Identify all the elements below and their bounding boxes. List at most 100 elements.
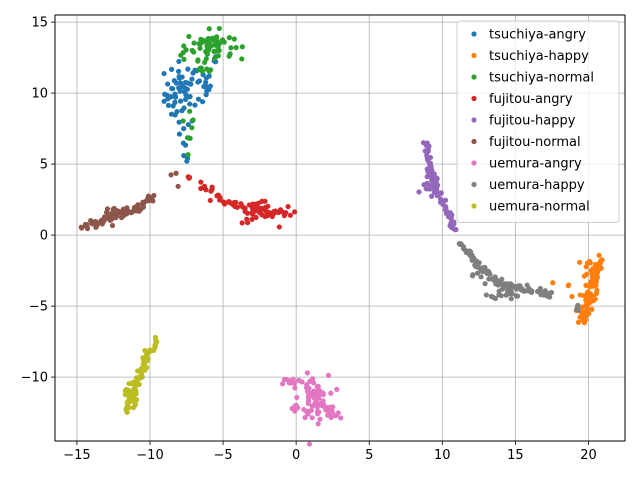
series-fujitou-angry: [185, 174, 298, 230]
data-point: [169, 85, 175, 92]
data-point: [186, 33, 192, 40]
data-point: [184, 94, 190, 101]
series-uemura-normal: [122, 334, 160, 416]
data-point: [239, 220, 245, 226]
data-point: [431, 171, 437, 177]
data-point: [196, 67, 202, 73]
data-point: [203, 92, 209, 98]
data-point: [204, 48, 211, 54]
data-point: [320, 398, 326, 404]
data-point: [589, 274, 596, 280]
data-point: [416, 189, 422, 195]
x-tick-label: 5: [365, 448, 373, 463]
data-point: [244, 216, 250, 222]
data-point: [174, 108, 180, 115]
series-fujitou-happy: [416, 140, 459, 233]
data-point: [130, 389, 137, 395]
data-point: [310, 376, 316, 382]
data-point: [143, 357, 149, 363]
data-point: [171, 78, 177, 84]
data-point: [509, 291, 515, 297]
data-point: [118, 214, 125, 221]
data-point: [206, 68, 212, 74]
data-point: [424, 174, 430, 180]
series-tsuchiya-happy: [550, 252, 605, 326]
data-point: [585, 299, 591, 306]
data-point: [143, 365, 150, 371]
data-point: [422, 148, 428, 154]
data-point: [187, 135, 193, 141]
data-point: [310, 380, 317, 386]
data-point: [584, 271, 590, 277]
data-point: [281, 376, 287, 383]
data-point: [288, 380, 294, 386]
data-point: [575, 319, 582, 325]
data-point: [177, 98, 184, 104]
data-point: [258, 205, 265, 212]
data-point: [448, 220, 454, 226]
data-point: [195, 58, 201, 64]
legend-label: fujitou-angry: [489, 92, 573, 107]
legend-marker: [471, 138, 477, 145]
legend-label: uemura-normal: [489, 200, 590, 215]
data-point: [447, 215, 454, 221]
data-point: [427, 186, 433, 192]
x-tick-label: 20: [580, 448, 597, 463]
data-point: [287, 212, 293, 218]
data-point: [185, 152, 191, 158]
data-point: [234, 204, 240, 210]
data-point: [483, 292, 489, 298]
data-point: [505, 291, 512, 297]
data-point: [292, 408, 298, 414]
data-point: [304, 370, 310, 376]
data-point: [181, 56, 187, 62]
data-point: [119, 210, 126, 216]
data-point: [145, 350, 152, 356]
series-tsuchiya-normal: [178, 25, 245, 158]
data-point: [285, 203, 291, 210]
data-point: [187, 108, 193, 114]
data-point: [524, 282, 530, 288]
data-point: [197, 45, 203, 51]
data-point: [328, 390, 334, 396]
data-point: [306, 441, 313, 447]
data-point: [192, 102, 198, 108]
data-point: [254, 205, 260, 212]
y-tick-label: 10: [31, 87, 48, 102]
data-point: [548, 289, 555, 296]
data-point: [207, 83, 213, 89]
data-point: [492, 295, 499, 302]
data-point: [592, 261, 598, 268]
y-tick-label: −10: [21, 371, 48, 386]
data-point: [203, 75, 209, 81]
data-point: [292, 403, 298, 409]
data-point: [296, 377, 302, 383]
data-points: [78, 25, 605, 447]
data-point: [126, 380, 132, 387]
data-point: [521, 288, 527, 294]
data-point: [301, 406, 307, 413]
data-point: [198, 179, 204, 185]
x-tick-label: −5: [213, 448, 232, 463]
data-point: [202, 59, 208, 66]
data-point: [206, 26, 212, 32]
data-point: [421, 182, 427, 188]
data-point: [228, 45, 234, 51]
y-tick-label: 5: [40, 158, 48, 173]
data-point: [594, 287, 600, 294]
legend-label: tsuchiya-happy: [489, 49, 589, 64]
data-point: [177, 80, 184, 86]
data-point: [182, 142, 189, 148]
data-point: [205, 36, 211, 42]
data-point: [505, 284, 511, 290]
data-point: [513, 293, 520, 299]
legend-marker: [471, 95, 477, 102]
data-point: [579, 304, 585, 310]
data-point: [333, 412, 339, 419]
data-point: [84, 225, 91, 232]
series-uemura-happy: [456, 240, 582, 313]
data-point: [574, 303, 581, 310]
data-point: [216, 25, 222, 32]
y-tick-label: −5: [29, 300, 48, 315]
data-point: [294, 394, 300, 401]
